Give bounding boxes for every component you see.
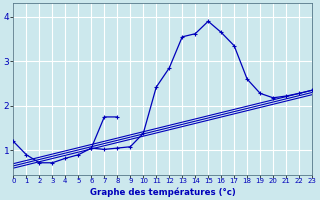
X-axis label: Graphe des températures (°c): Graphe des températures (°c) bbox=[90, 187, 236, 197]
